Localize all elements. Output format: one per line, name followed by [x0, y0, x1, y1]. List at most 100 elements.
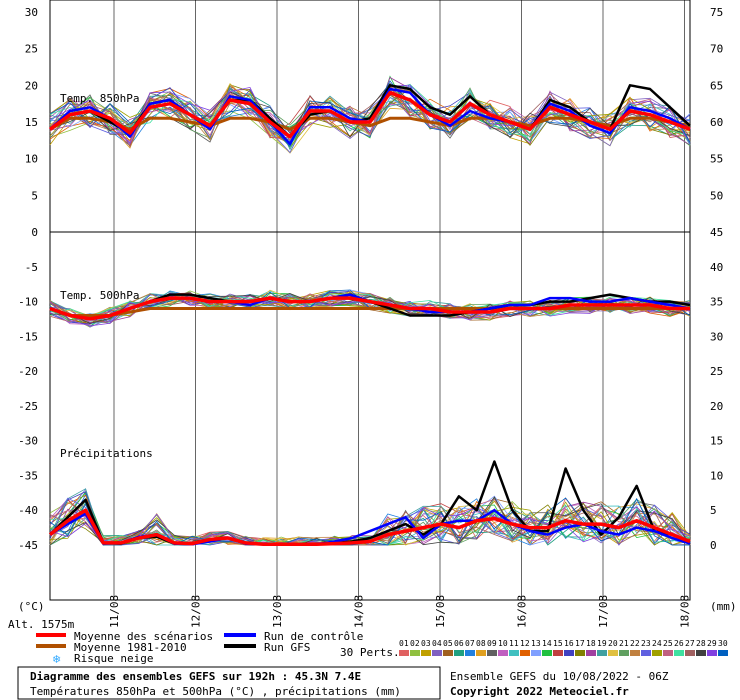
- date-tick-label: 17/08: [597, 595, 610, 628]
- legend-gfs-swatch: [224, 644, 256, 648]
- left-tick-label: 30: [25, 6, 38, 19]
- date-tick-label: 16/08: [516, 595, 529, 628]
- member-precip-line: [49, 506, 691, 546]
- pert-swatch: [619, 650, 629, 656]
- pert-swatch: [652, 650, 662, 656]
- pert-number: 29: [707, 639, 717, 648]
- right-tick-label: 25: [710, 365, 723, 378]
- pert-number: 21: [619, 639, 629, 648]
- right-tick-label: 55: [710, 153, 723, 166]
- left-tick-label: -40: [18, 504, 38, 517]
- pert-number: 06: [454, 639, 464, 648]
- right-tick-label: 65: [710, 79, 723, 92]
- pert-swatch: [443, 650, 453, 656]
- series-500-mean: [49, 296, 690, 321]
- legend-control-label: Run de contrôle: [264, 630, 363, 643]
- legend-mean-label: Moyenne des scénarios: [74, 630, 213, 643]
- pert-swatch: [542, 650, 552, 656]
- pert-number: 13: [531, 639, 541, 648]
- legend-snow-label: Risque neige: [74, 652, 153, 665]
- chart-subtitle: Températures 850hPa et 500hPa (°C) , pré…: [30, 685, 401, 698]
- legend-control-swatch: [224, 633, 256, 637]
- right-tick-label: 50: [710, 189, 723, 202]
- date-tick-label: 14/08: [353, 595, 366, 628]
- pert-swatch: [509, 650, 519, 656]
- pert-swatch: [586, 650, 596, 656]
- right-tick-label: 5: [710, 504, 717, 517]
- pert-number: 03: [421, 639, 431, 648]
- pert-number: 15: [553, 639, 563, 648]
- pert-number: 26: [674, 639, 684, 648]
- left-tick-label: -25: [18, 400, 38, 413]
- pert-swatch: [498, 650, 508, 656]
- snowflake-icon: ❄: [52, 653, 61, 666]
- right-tick-label: 0: [710, 539, 717, 552]
- pert-swatch: [575, 650, 585, 656]
- date-tick-label: 11/08: [108, 595, 121, 628]
- member-850-line: [49, 85, 691, 142]
- series-precip-gfs: [49, 460, 691, 546]
- pert-number: 09: [487, 639, 497, 648]
- pert-swatch: [641, 650, 651, 656]
- pert-swatch: [707, 650, 717, 656]
- left-tick-label: -5: [25, 261, 38, 274]
- left-axis-ticks: 30 25 20 15 10 5 0 -5 -10 -15 -20 -25 -30 -35 -40 -45: [18, 6, 38, 552]
- member-precip-line: [49, 496, 691, 546]
- pert-swatch: [674, 650, 684, 656]
- temp500-panel-label: Temp. 500hPa: [60, 289, 139, 302]
- left-tick-label: 5: [31, 189, 38, 202]
- legend-gfs-label: Run GFS: [264, 641, 310, 654]
- left-tick-label: -35: [18, 469, 38, 482]
- member-850-line: [49, 85, 691, 139]
- perturbation-color-key: 01 02 03 04 05 06 07 08 09 10 11 12 13 14 15 16 17 18 19 20…: [399, 639, 728, 656]
- member-precip-line: [49, 497, 691, 546]
- right-tick-label: 70: [710, 43, 723, 56]
- left-unit-label: (°C): [18, 600, 45, 613]
- right-tick-label: 40: [710, 261, 723, 274]
- right-tick-label: 15: [710, 435, 723, 448]
- pert-swatch: [531, 650, 541, 656]
- pert-number: 12: [520, 639, 530, 648]
- pert-swatch: [476, 650, 486, 656]
- pert-number: 30: [718, 639, 728, 648]
- member-850-line: [49, 82, 691, 154]
- pert-swatch: [564, 650, 574, 656]
- date-tick-label: 13/08: [271, 595, 284, 628]
- pert-swatch: [432, 650, 442, 656]
- pert-swatch: [553, 650, 563, 656]
- pert-number: 24: [652, 639, 662, 648]
- date-tick-label: 18/08: [679, 595, 692, 628]
- pert-swatch: [718, 650, 728, 656]
- pert-swatch: [597, 650, 607, 656]
- pert-swatch: [421, 650, 431, 656]
- pert-number: 07: [465, 639, 475, 648]
- series-500-climatology: [49, 307, 690, 317]
- left-tick-label: 15: [25, 116, 38, 129]
- pert-swatch: [399, 650, 409, 656]
- pert-number: 02: [410, 639, 420, 648]
- pert-number: 18: [586, 639, 596, 648]
- pert-swatch: [520, 650, 530, 656]
- left-tick-label: 20: [25, 79, 38, 92]
- pert-number: 19: [597, 639, 607, 648]
- panel-bottom-frame: [49, 231, 691, 601]
- legend-climatology-swatch: [36, 644, 66, 648]
- series-precip-mean: [48, 508, 691, 547]
- series-850-mean: [48, 90, 691, 139]
- left-tick-label: 0: [31, 226, 38, 239]
- plot-frame: [49, 0, 691, 601]
- pert-number: 22: [630, 639, 640, 648]
- right-tick-label: 45: [710, 226, 723, 239]
- pert-swatch: [410, 650, 420, 656]
- pert-number: 08: [476, 639, 486, 648]
- left-tick-label: -10: [18, 296, 38, 309]
- pert-number: 01: [399, 639, 409, 648]
- pert-swatch: [663, 650, 673, 656]
- right-tick-label: 60: [710, 116, 723, 129]
- pert-number: 23: [641, 639, 651, 648]
- date-tick-label: 15/08: [434, 595, 447, 628]
- pert-number: 04: [432, 639, 442, 648]
- left-tick-label: 10: [25, 153, 38, 166]
- title-box: [17, 666, 441, 700]
